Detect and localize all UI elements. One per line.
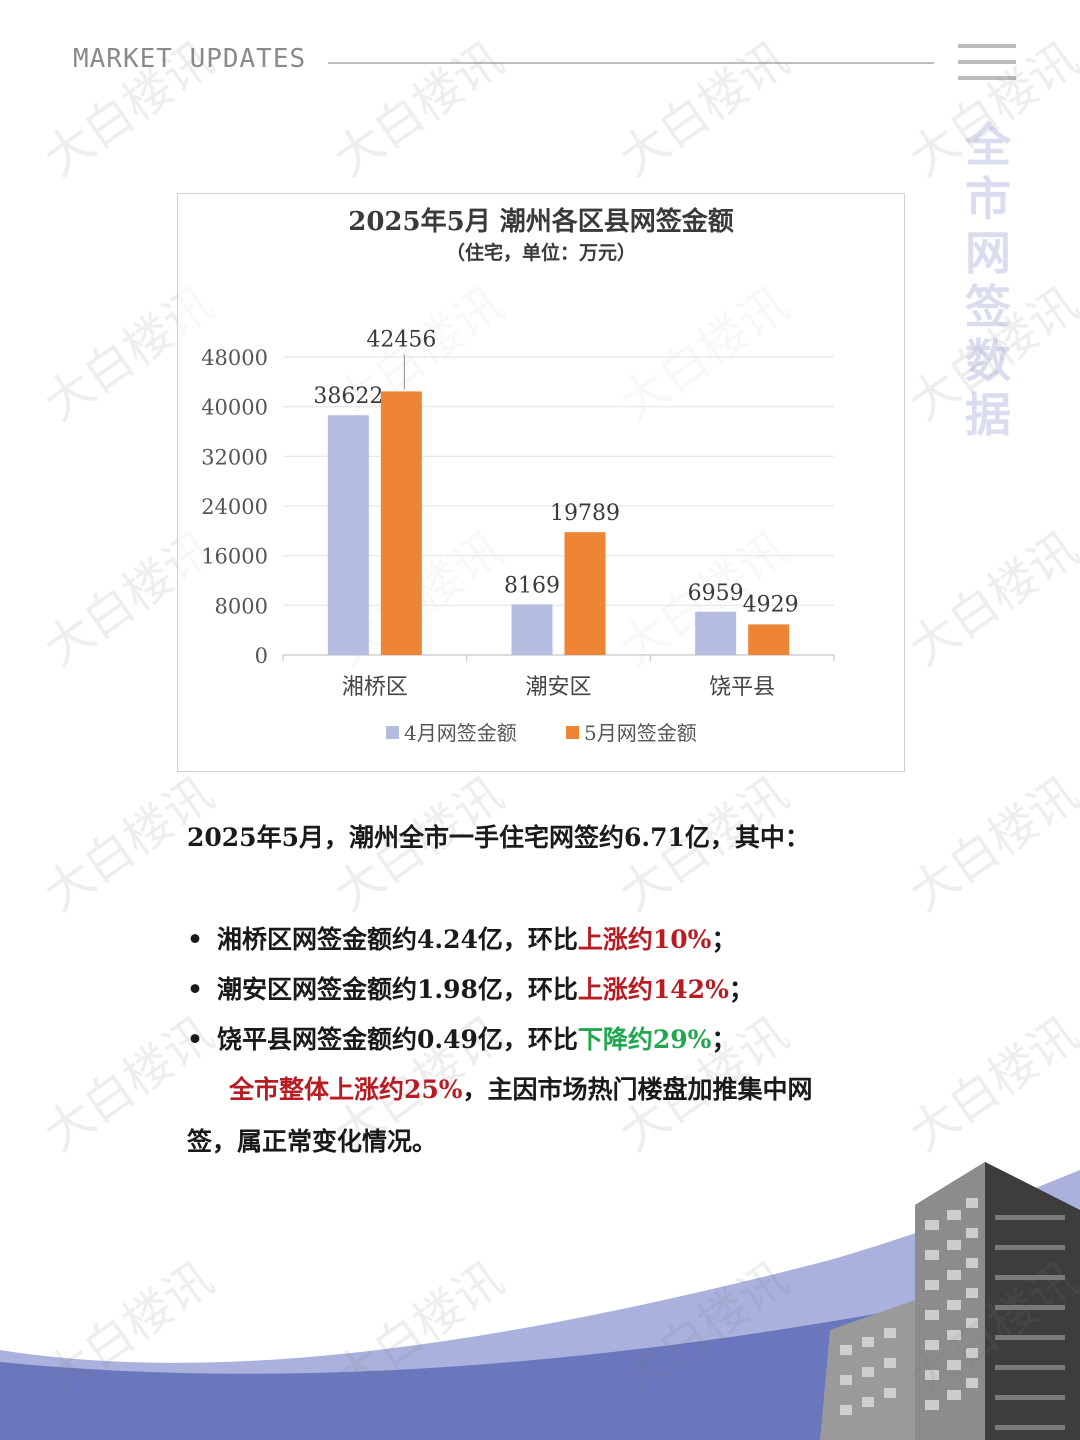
conclusion-text: ，主因市场热门楼盘加推集中网 — [462, 1075, 813, 1104]
bullet-dot: • — [187, 975, 203, 1004]
header-rule — [328, 62, 934, 64]
x-tick-label: 饶平县 — [709, 675, 775, 700]
menu-icon[interactable] — [958, 44, 1016, 80]
dark-wave — [0, 1262, 1080, 1440]
bullet-end: ； — [711, 1025, 737, 1054]
building-illustration — [820, 1162, 1080, 1440]
bullet-dot: • — [187, 925, 203, 954]
bullet-trend: 上涨约142% — [577, 975, 729, 1004]
bullet-end: ； — [728, 975, 754, 1004]
data-label: 4929 — [743, 592, 799, 617]
x-tick-label: 湘桥区 — [342, 675, 408, 700]
bullet-trend: 上涨约10% — [577, 925, 712, 954]
y-tick-label: 8000 — [215, 594, 268, 618]
legend-swatch — [386, 726, 399, 739]
legend-swatch — [566, 726, 579, 739]
summary-conclusion-cont: 签，属正常变化情况。 — [187, 1127, 438, 1156]
bar — [380, 391, 422, 655]
summary-bullet: • 饶平县网签金额约0.49亿，环比下降约29%； — [187, 1020, 736, 1056]
side-title-char: 网 — [965, 226, 1011, 280]
data-label: 8169 — [504, 573, 560, 598]
summary-intro: 2025年5月，潮州全市一手住宅网签约6.71亿，其中： — [187, 823, 810, 852]
y-tick-label: 40000 — [201, 396, 268, 420]
bar — [748, 624, 790, 655]
data-label: 38622 — [313, 384, 383, 409]
summary-conclusion: 全市整体上涨约25%，主因市场热门楼盘加推集中网 — [229, 1070, 813, 1106]
bullet-text: 潮安区网签金额约1.98亿，环比 — [217, 975, 578, 1004]
side-title-char: 数 — [965, 334, 1011, 388]
side-title-char: 全 — [965, 118, 1011, 172]
chart-panel: 2025年5月 潮州各区县网签金额 （住宅，单位：万元） 0 8000 16000 240… — [177, 193, 905, 772]
legend-label: 5月网签金额 — [584, 721, 697, 745]
data-label: 19789 — [550, 501, 620, 526]
bullet-text: 湘桥区网签金额约4.24亿，环比 — [217, 925, 578, 954]
side-title-char: 市 — [965, 172, 1011, 226]
bullet-dot: • — [187, 1025, 203, 1054]
chart-subtitle: （住宅，单位：万元） — [446, 241, 636, 264]
bullet-trend: 下降约29% — [577, 1025, 712, 1054]
legend-label: 4月网签金额 — [404, 721, 517, 745]
header-label: MARKET UPDATES — [73, 44, 307, 74]
bullet-text: 饶平县网签金额约0.49亿，环比 — [217, 1025, 578, 1054]
x-tick-label: 潮安区 — [525, 675, 591, 700]
side-title-char: 据 — [965, 388, 1011, 442]
y-tick-label: 48000 — [201, 346, 268, 370]
summary-bullet: • 潮安区网签金额约1.98亿，环比上涨约142%； — [187, 970, 754, 1006]
bar — [511, 604, 553, 655]
bar — [564, 532, 606, 655]
chart-title: 2025年5月 潮州各区县网签金额 — [348, 206, 734, 237]
side-title-char: 签 — [965, 280, 1011, 334]
bar — [695, 611, 737, 655]
conclusion-highlight: 全市整体上涨约25% — [229, 1075, 463, 1104]
y-tick-label: 16000 — [201, 545, 268, 569]
data-label: 42456 — [366, 327, 436, 352]
y-tick-label: 32000 — [201, 445, 268, 469]
y-tick-label: 0 — [255, 644, 268, 668]
bar-chart: 2025年5月 潮州各区县网签金额 （住宅，单位：万元） 0 8000 16000 240… — [201, 206, 835, 745]
side-title: 全 市 网 签 数 据 — [960, 118, 1016, 442]
y-tick-label: 24000 — [201, 495, 268, 519]
bullet-end: ； — [711, 925, 737, 954]
data-label: 6959 — [688, 581, 744, 606]
bar — [327, 415, 369, 655]
summary-bullet: • 湘桥区网签金额约4.24亿，环比上涨约10%； — [187, 920, 736, 956]
